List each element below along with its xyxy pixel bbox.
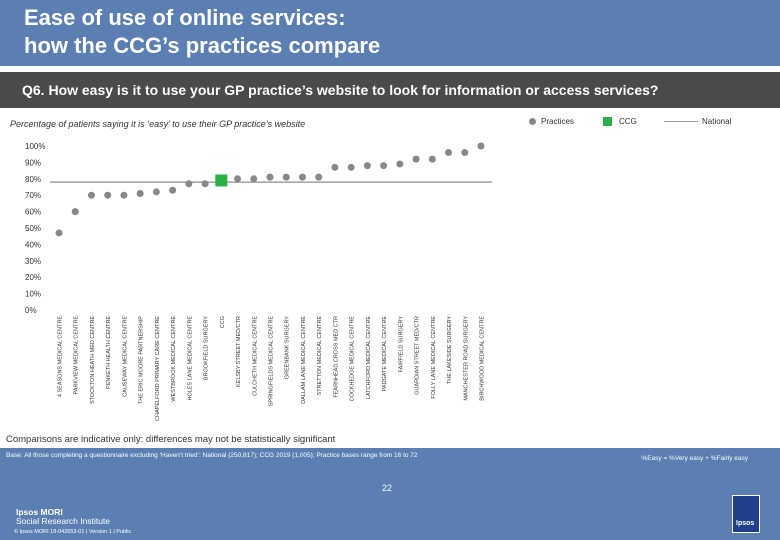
ipsos-badge-icon: Ipsos	[732, 495, 760, 533]
y-tick-label: 90%	[25, 158, 41, 167]
x-tick-label: LATCHFORD MEDICAL CENTRE	[366, 316, 372, 399]
x-tick-label: PENKETH HEALTH CENTRE	[106, 316, 112, 389]
chart-subtitle: Percentage of patients saying it is ‘eas…	[10, 119, 306, 129]
practice-marker	[412, 155, 420, 163]
x-tick-label: GREENBANK SURGERY	[285, 316, 291, 379]
practice-marker	[71, 208, 79, 216]
x-tick-label: DALLAM LANE MEDICAL CENTRE	[301, 316, 307, 404]
legend-national: National	[664, 117, 731, 126]
x-tick-label: SPRINGFIELDS MEDICAL CENTRE	[269, 316, 275, 407]
x-axis-labels: 4 SEASONS MEDICAL CENTRE PARKVIEW MEDICAL…	[58, 316, 486, 421]
x-tick-label: BROOKFIELD SURGERY	[204, 316, 210, 380]
x-tick-label: CHAPELFORD PRIMARY CARE CENTRE	[155, 316, 161, 421]
y-tick-label: 20%	[25, 273, 41, 282]
page-number: 22	[382, 483, 393, 493]
x-tick-label: BIRCHWOOD MEDICAL CENTRE	[480, 316, 486, 401]
title-line-1: Ease of use of online services:	[24, 5, 346, 30]
practice-marker	[266, 173, 274, 181]
legend-ccg-label: CCG	[619, 117, 637, 126]
practice-marker	[201, 180, 209, 188]
data-points	[55, 142, 485, 237]
x-tick-label: PADGATE MEDICAL CENTRE	[382, 316, 388, 392]
practice-marker	[87, 191, 95, 199]
x-tick-label: CAUSEWAY MEDICAL CENTRE	[122, 316, 128, 397]
y-tick-label: 10%	[25, 290, 41, 299]
x-tick-label: WESTBROOK MEDICAL CENTRE	[171, 316, 177, 402]
y-tick-label: 60%	[25, 208, 41, 217]
x-tick-label: CULCHETH MEDICAL CENTRE	[252, 316, 258, 396]
x-tick-label: STOCKTON HEATH MED CENTRE	[90, 316, 96, 404]
y-tick-label: 70%	[25, 191, 41, 200]
logo-line-2: Social Research Institute	[16, 516, 111, 526]
x-tick-label: HOLES LANE MEDICAL CENTRE	[187, 316, 193, 401]
legend-ccg: CCG	[603, 117, 637, 126]
practice-marker	[396, 160, 404, 168]
ipsos-mori-logo: Ipsos MORI Social Research Institute	[16, 508, 110, 526]
practice-marker	[347, 163, 355, 171]
y-tick-label: 100%	[25, 142, 45, 151]
x-tick-label: CCG	[220, 316, 226, 328]
practice-marker	[298, 173, 306, 181]
practice-marker	[315, 173, 323, 181]
practice-marker	[331, 163, 339, 171]
legend-practice-marker-icon	[529, 118, 536, 125]
practice-marker	[250, 175, 258, 183]
x-tick-label: PARKVIEW MEDICAL CENTRE	[74, 316, 80, 395]
y-tick-label: 40%	[25, 240, 41, 249]
y-axis: 100% 90% 80% 70% 60% 50% 40% 30% 20% 10% 0%	[25, 142, 45, 315]
copyright: © Ipsos MORI 18-042653-01 | Version 1 | …	[14, 529, 132, 535]
x-tick-label: STRETTON MEDICAL CENTRE	[317, 316, 323, 396]
x-tick-label: THE LAKESIDE SURGERY	[447, 316, 453, 384]
practice-marker	[380, 162, 388, 170]
base-note: Base: All those completing a questionnai…	[6, 452, 418, 459]
x-tick-label: MANCHESTER ROAD SURGERY	[463, 316, 469, 401]
title-line-2: how the CCG’s practices compare	[24, 33, 381, 58]
x-tick-label: KELSBY STREET MED/CTR	[236, 316, 242, 387]
footer: Base: All those completing a questionnai…	[0, 448, 780, 540]
header-banner: Ease of use of online services: how the …	[0, 0, 780, 66]
y-tick-label: 80%	[25, 175, 41, 184]
practice-marker	[428, 155, 436, 163]
practice-marker	[282, 173, 290, 181]
legend-national-line-icon	[664, 121, 698, 122]
practice-marker	[104, 191, 112, 199]
ccg-marker	[215, 174, 228, 187]
legend-national-label: National	[702, 117, 732, 126]
practice-marker	[120, 191, 128, 199]
practice-marker	[152, 188, 160, 196]
x-tick-label: FOLLY LANE MEDICAL CENTRE	[431, 316, 437, 399]
logo-line-1: Ipsos MORI	[16, 507, 63, 517]
x-tick-label: COCKHEDGE MEDICAL CENTRE	[350, 316, 356, 402]
legend-practices-label: Practices	[541, 117, 574, 126]
practice-marker	[136, 190, 144, 198]
practice-marker	[169, 186, 177, 194]
easy-definition: %Easy = %Very easy + %Fairly easy	[641, 455, 748, 462]
practice-marker	[461, 149, 469, 157]
legend-ccg-marker-icon	[603, 117, 612, 126]
x-tick-label: GUARDIAN STREET MED/CTR	[415, 316, 421, 395]
question-bar: Q6. How easy is it to use your GP practi…	[0, 72, 780, 108]
x-tick-label: FAIRFIELD SURGERY	[398, 316, 404, 373]
page-title: Ease of use of online services: how the …	[24, 4, 380, 60]
y-tick-label: 50%	[25, 224, 41, 233]
practice-marker	[445, 149, 453, 157]
practice-marker	[234, 175, 242, 183]
question-text: Q6. How easy is it to use your GP practi…	[22, 82, 659, 98]
comparisons-note: Comparisons are indicative only: differe…	[6, 434, 336, 445]
y-tick-label: 30%	[25, 257, 41, 266]
y-tick-label: 0%	[25, 306, 37, 315]
chart-area: 100% 90% 80% 70% 60% 50% 40% 30% 20% 10% 0% 4 SEAS…	[25, 142, 492, 421]
practice-marker	[185, 180, 193, 188]
badge-label: Ipsos	[736, 520, 755, 527]
practice-marker	[363, 162, 371, 170]
x-tick-label: 4 SEASONS MEDICAL CENTRE	[58, 316, 64, 397]
practice-marker	[477, 142, 485, 150]
legend-practices: Practices	[529, 117, 574, 126]
practice-marker	[55, 229, 63, 237]
x-tick-label: THE ERIC MOORE PARTNERSHIP	[139, 316, 145, 404]
x-tick-label: FEARNHEAD CROSS MED CTR	[333, 316, 339, 398]
